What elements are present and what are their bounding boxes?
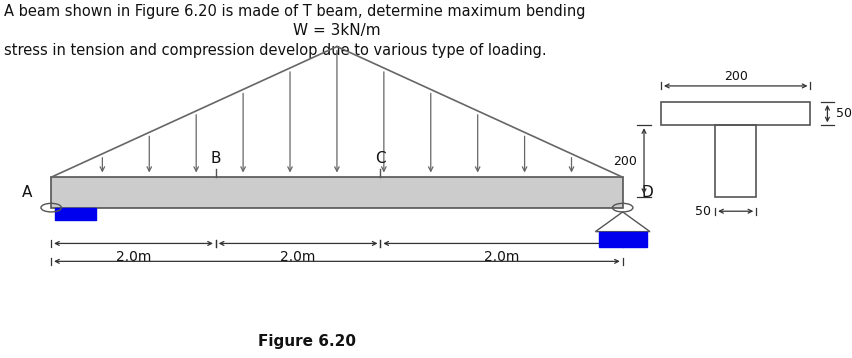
Text: 2.0m: 2.0m [116,250,151,264]
Polygon shape [51,177,622,208]
Bar [598,232,646,247]
Text: C: C [375,151,385,166]
Text: A beam shown in Figure 6.20 is made of T beam, determine maximum bending: A beam shown in Figure 6.20 is made of T… [4,4,585,19]
Text: stress in tension and compression develop due to various type of loading.: stress in tension and compression develo… [4,43,546,58]
Text: D: D [641,185,653,200]
Bar [660,102,809,125]
Text: 2.0m: 2.0m [483,250,519,264]
Text: B: B [210,151,221,166]
Text: A: A [22,185,32,200]
Text: 200: 200 [723,70,746,83]
Text: Figure 6.20: Figure 6.20 [258,334,355,349]
Bar [714,125,756,197]
Text: 200: 200 [613,155,636,168]
Bar [55,208,96,220]
Text: 50: 50 [694,205,711,218]
Text: W = 3kN/m: W = 3kN/m [293,23,380,38]
Text: 50: 50 [835,107,851,120]
Text: 2.0m: 2.0m [280,250,315,264]
